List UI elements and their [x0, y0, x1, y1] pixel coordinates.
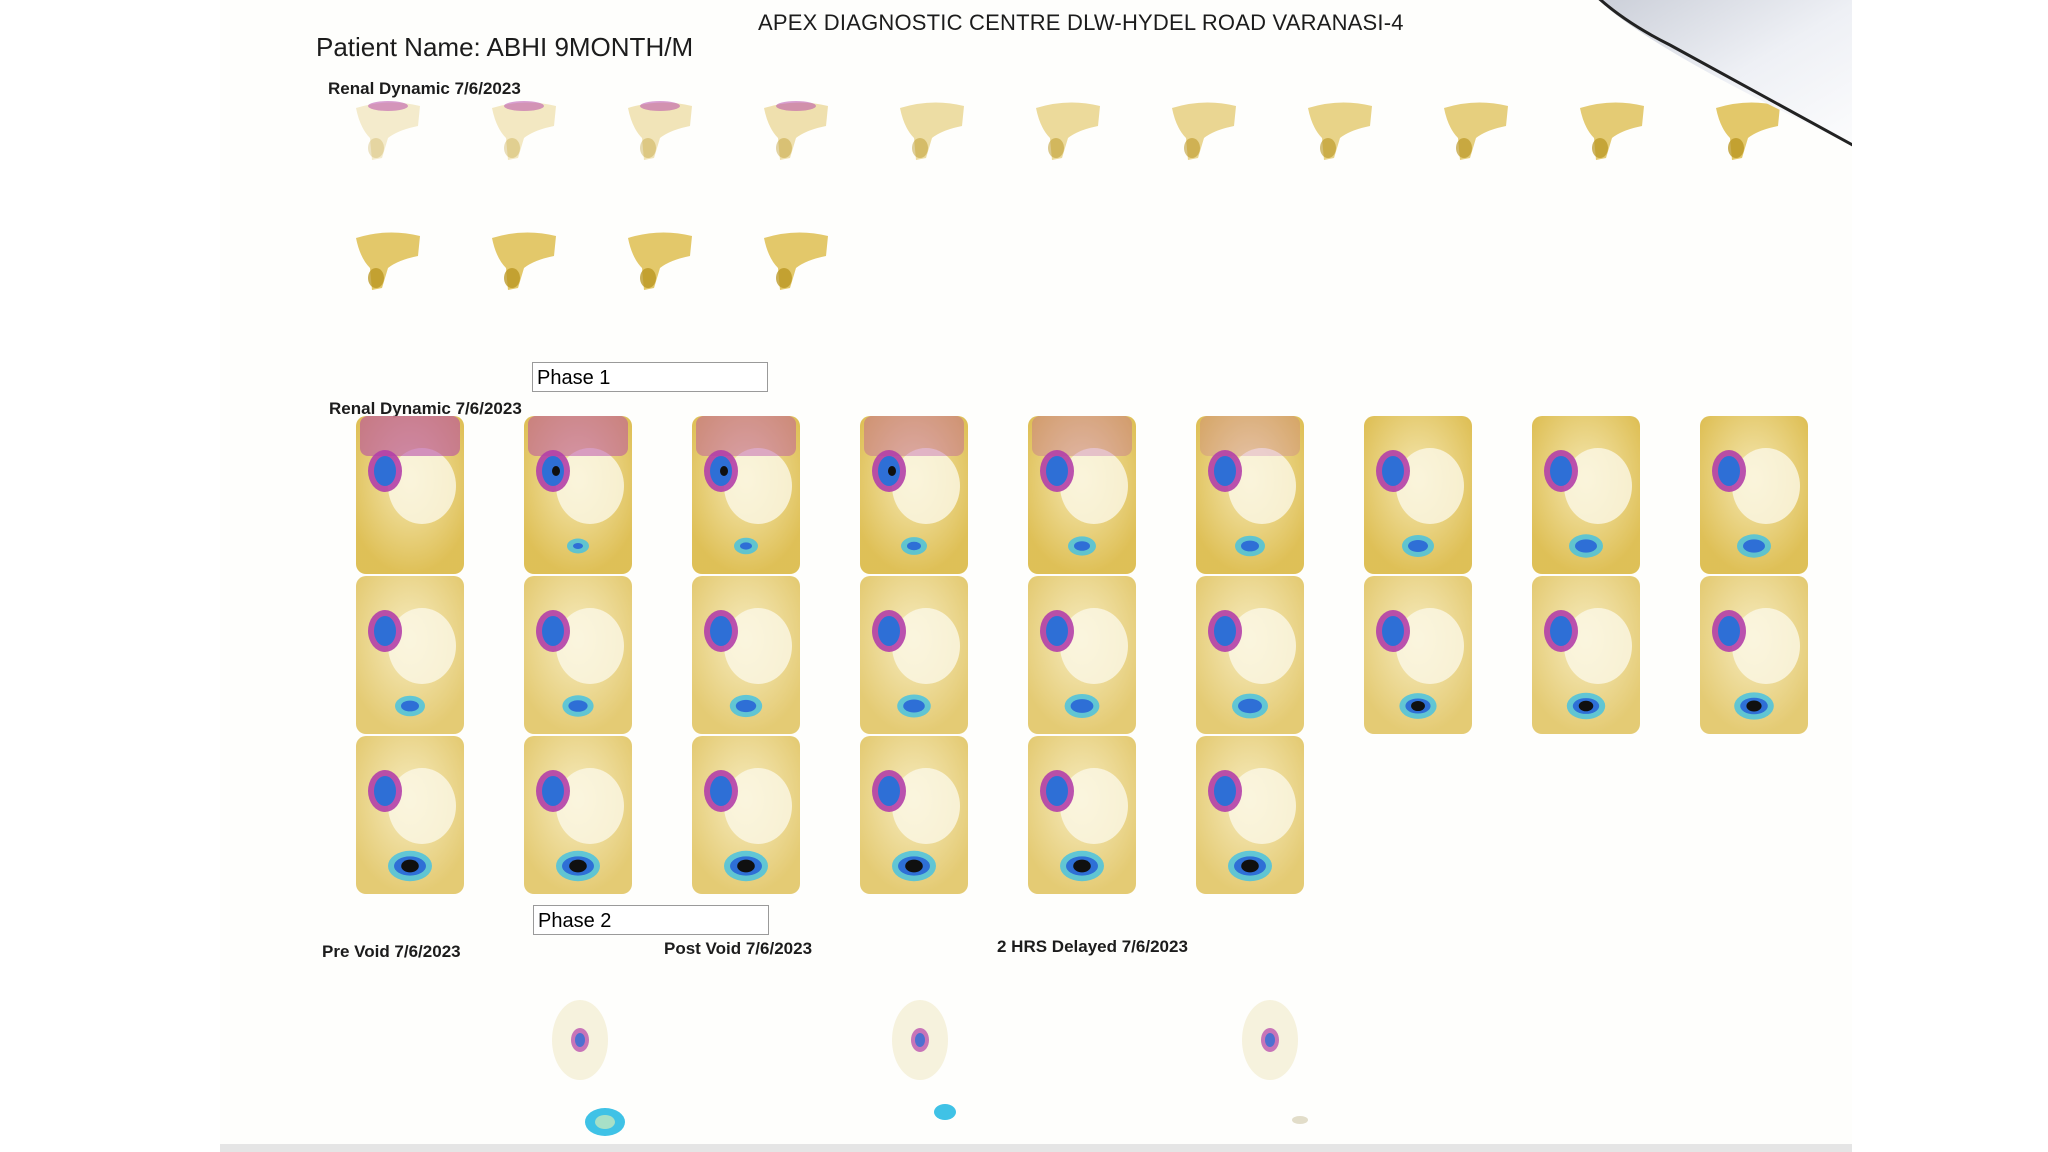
dynamic-frame: [350, 736, 470, 896]
flow-frame: [1572, 98, 1652, 168]
flow-frame: [1164, 98, 1244, 168]
dynamic-frame: [1526, 416, 1646, 576]
flow-frame: [484, 98, 564, 168]
dynamic-frame: [1190, 736, 1310, 896]
flow-frame: [756, 228, 836, 298]
dynamic-frame: [686, 736, 806, 896]
flow-frame: [620, 98, 700, 168]
flow-frame: [1436, 98, 1516, 168]
dynamic-frame: [1694, 416, 1814, 576]
section-label-dynamic: Renal Dynamic 7/6/2023: [329, 399, 522, 418]
dynamic-frame: [518, 576, 638, 736]
pre-void-label: Pre Void 7/6/2023: [322, 942, 461, 961]
post-void-label: Post Void 7/6/2023: [664, 939, 813, 958]
dynamic-frame: [1526, 576, 1646, 736]
static-frame: [860, 960, 1000, 1150]
static-frame: [1210, 960, 1350, 1150]
dynamic-frame: [854, 736, 974, 896]
flow-frame: [620, 228, 700, 298]
flow-frame: [484, 228, 564, 298]
flow-frame: [348, 98, 428, 168]
dynamic-frame: [1022, 736, 1142, 896]
dynamic-frame: [854, 416, 974, 576]
dynamic-frame: [1190, 576, 1310, 736]
dynamic-frame: [854, 576, 974, 736]
section-label-flow: Renal Dynamic 7/6/2023: [328, 79, 521, 98]
page-curl-shadow: [1598, 0, 1852, 147]
dynamic-frame: [1358, 576, 1478, 736]
flow-frame: [892, 98, 972, 168]
static-frame: [520, 960, 660, 1150]
flow-frame: [1300, 98, 1380, 168]
flow-frame: [756, 98, 836, 168]
dynamic-frame: [518, 416, 638, 576]
flow-frame: [1708, 98, 1788, 168]
dynamic-frame: [1022, 576, 1142, 736]
scan-sheet: APEX DIAGNOSTIC CENTRE DLW-HYDEL ROAD VA…: [220, 0, 1852, 1152]
phase-2-box: Phase 2: [533, 905, 769, 935]
dynamic-frame: [1022, 416, 1142, 576]
dynamic-frame: [350, 416, 470, 576]
dynamic-frame: [1190, 416, 1310, 576]
patient-name: Patient Name: ABHI 9MONTH/M: [316, 32, 694, 62]
dynamic-frame: [1694, 576, 1814, 736]
centre-title: APEX DIAGNOSTIC CENTRE DLW-HYDEL ROAD VA…: [758, 10, 1404, 35]
delayed-label: 2 HRS Delayed 7/6/2023: [997, 937, 1188, 956]
dynamic-frame: [686, 416, 806, 576]
flow-frame: [1028, 98, 1108, 168]
dynamic-frame: [518, 736, 638, 896]
page-bottom-edge: [220, 1144, 1852, 1152]
dynamic-frame: [350, 576, 470, 736]
phase-1-box: Phase 1: [532, 362, 768, 392]
dynamic-frame: [1358, 416, 1478, 576]
flow-frame: [348, 228, 428, 298]
dynamic-frame: [686, 576, 806, 736]
